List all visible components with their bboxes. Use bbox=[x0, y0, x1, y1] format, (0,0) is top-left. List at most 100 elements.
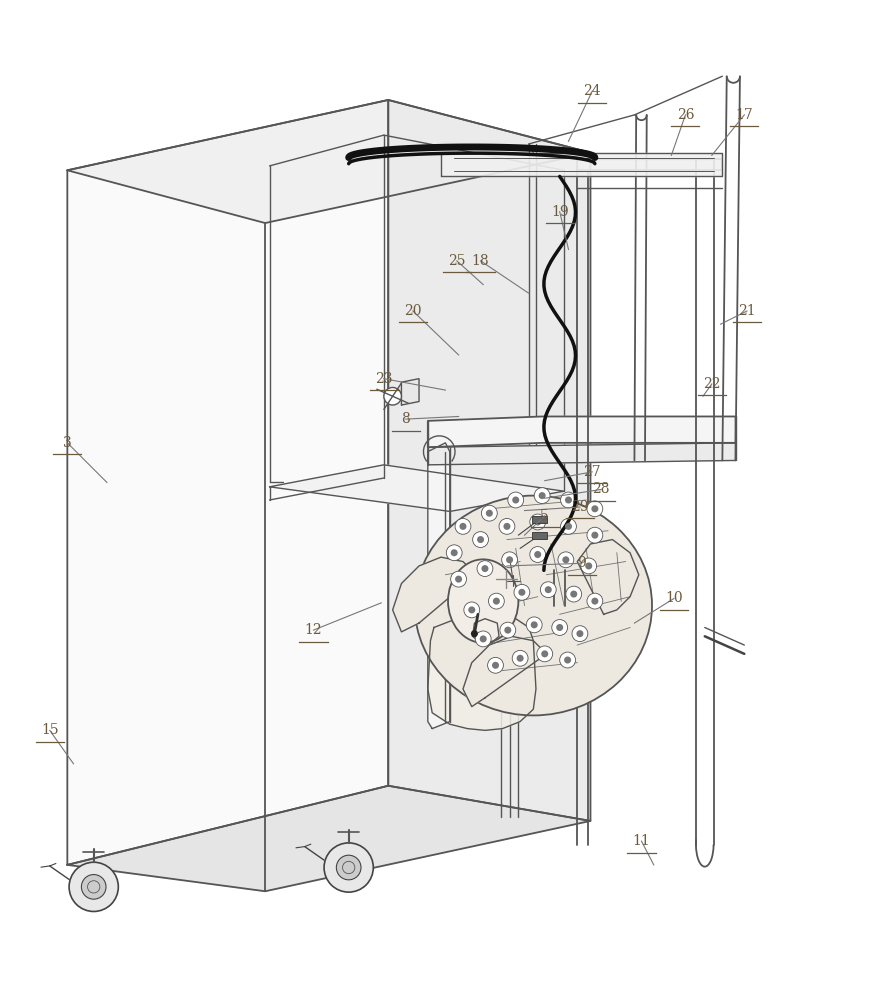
Polygon shape bbox=[401, 379, 419, 405]
Circle shape bbox=[455, 576, 462, 583]
Polygon shape bbox=[392, 557, 476, 632]
Text: 11: 11 bbox=[632, 834, 650, 848]
Circle shape bbox=[475, 631, 491, 647]
Text: 12: 12 bbox=[304, 623, 322, 637]
Text: 15: 15 bbox=[41, 723, 58, 737]
Text: 21: 21 bbox=[738, 304, 756, 318]
Circle shape bbox=[499, 518, 515, 534]
Circle shape bbox=[531, 621, 538, 628]
Circle shape bbox=[512, 650, 528, 666]
Circle shape bbox=[561, 492, 577, 508]
Circle shape bbox=[541, 582, 557, 598]
Circle shape bbox=[477, 561, 493, 576]
Circle shape bbox=[580, 558, 596, 574]
Circle shape bbox=[492, 662, 499, 669]
Circle shape bbox=[591, 532, 598, 539]
Polygon shape bbox=[473, 619, 499, 642]
Polygon shape bbox=[428, 443, 450, 729]
Circle shape bbox=[69, 862, 118, 911]
Circle shape bbox=[558, 552, 574, 568]
Circle shape bbox=[451, 549, 458, 556]
Circle shape bbox=[336, 855, 361, 880]
Circle shape bbox=[502, 552, 518, 568]
Circle shape bbox=[486, 510, 493, 517]
Circle shape bbox=[464, 602, 480, 618]
Text: 3: 3 bbox=[63, 436, 71, 450]
Circle shape bbox=[477, 536, 484, 543]
Circle shape bbox=[566, 586, 581, 602]
Text: 20: 20 bbox=[404, 304, 422, 318]
Circle shape bbox=[571, 591, 578, 598]
Ellipse shape bbox=[448, 559, 519, 643]
Polygon shape bbox=[428, 614, 536, 730]
Circle shape bbox=[552, 620, 568, 635]
Circle shape bbox=[561, 518, 577, 534]
Circle shape bbox=[482, 505, 497, 521]
Circle shape bbox=[537, 646, 553, 662]
Circle shape bbox=[446, 545, 462, 561]
Circle shape bbox=[500, 622, 516, 638]
Text: 25: 25 bbox=[448, 254, 466, 268]
Circle shape bbox=[455, 518, 471, 534]
Circle shape bbox=[565, 496, 572, 504]
Ellipse shape bbox=[415, 496, 652, 715]
Polygon shape bbox=[67, 786, 590, 891]
Polygon shape bbox=[428, 443, 736, 465]
Circle shape bbox=[542, 650, 549, 657]
Circle shape bbox=[587, 593, 602, 609]
Circle shape bbox=[506, 556, 513, 563]
Text: 28: 28 bbox=[593, 482, 609, 496]
Polygon shape bbox=[388, 100, 590, 821]
Circle shape bbox=[585, 562, 592, 569]
Circle shape bbox=[534, 488, 550, 504]
Circle shape bbox=[493, 598, 500, 605]
Circle shape bbox=[489, 593, 505, 609]
Text: 29: 29 bbox=[572, 500, 588, 514]
Text: 27: 27 bbox=[583, 465, 601, 479]
Circle shape bbox=[557, 624, 564, 631]
Circle shape bbox=[564, 657, 572, 664]
Circle shape bbox=[488, 657, 504, 673]
Circle shape bbox=[504, 523, 511, 530]
Text: 18: 18 bbox=[472, 254, 490, 268]
Circle shape bbox=[517, 655, 524, 662]
Circle shape bbox=[81, 875, 106, 899]
Circle shape bbox=[545, 586, 552, 593]
Circle shape bbox=[473, 532, 489, 547]
Polygon shape bbox=[441, 153, 722, 176]
Polygon shape bbox=[67, 100, 388, 865]
Text: 17: 17 bbox=[736, 108, 753, 122]
Circle shape bbox=[572, 626, 587, 642]
Polygon shape bbox=[67, 100, 590, 223]
Circle shape bbox=[480, 635, 487, 642]
Circle shape bbox=[563, 556, 570, 563]
Circle shape bbox=[577, 630, 583, 637]
Circle shape bbox=[539, 492, 546, 499]
Circle shape bbox=[505, 627, 512, 634]
Circle shape bbox=[519, 589, 526, 596]
Circle shape bbox=[587, 527, 602, 543]
Circle shape bbox=[530, 547, 546, 562]
Circle shape bbox=[384, 387, 401, 405]
Polygon shape bbox=[270, 465, 564, 511]
Text: 8: 8 bbox=[401, 412, 410, 426]
Text: 24: 24 bbox=[583, 84, 601, 98]
Circle shape bbox=[508, 492, 524, 508]
Circle shape bbox=[482, 565, 489, 572]
Circle shape bbox=[512, 496, 519, 504]
Polygon shape bbox=[578, 540, 639, 614]
Circle shape bbox=[591, 505, 598, 512]
Bar bbox=[533, 532, 547, 539]
Circle shape bbox=[471, 630, 478, 637]
Circle shape bbox=[530, 514, 546, 530]
Text: 23: 23 bbox=[375, 372, 392, 386]
Circle shape bbox=[468, 606, 475, 613]
Circle shape bbox=[514, 584, 530, 600]
Text: 5: 5 bbox=[541, 509, 549, 523]
Polygon shape bbox=[428, 416, 736, 447]
Circle shape bbox=[560, 652, 576, 668]
Text: 26: 26 bbox=[676, 108, 694, 122]
Circle shape bbox=[460, 523, 467, 530]
Text: 9: 9 bbox=[578, 556, 586, 570]
Circle shape bbox=[565, 523, 572, 530]
